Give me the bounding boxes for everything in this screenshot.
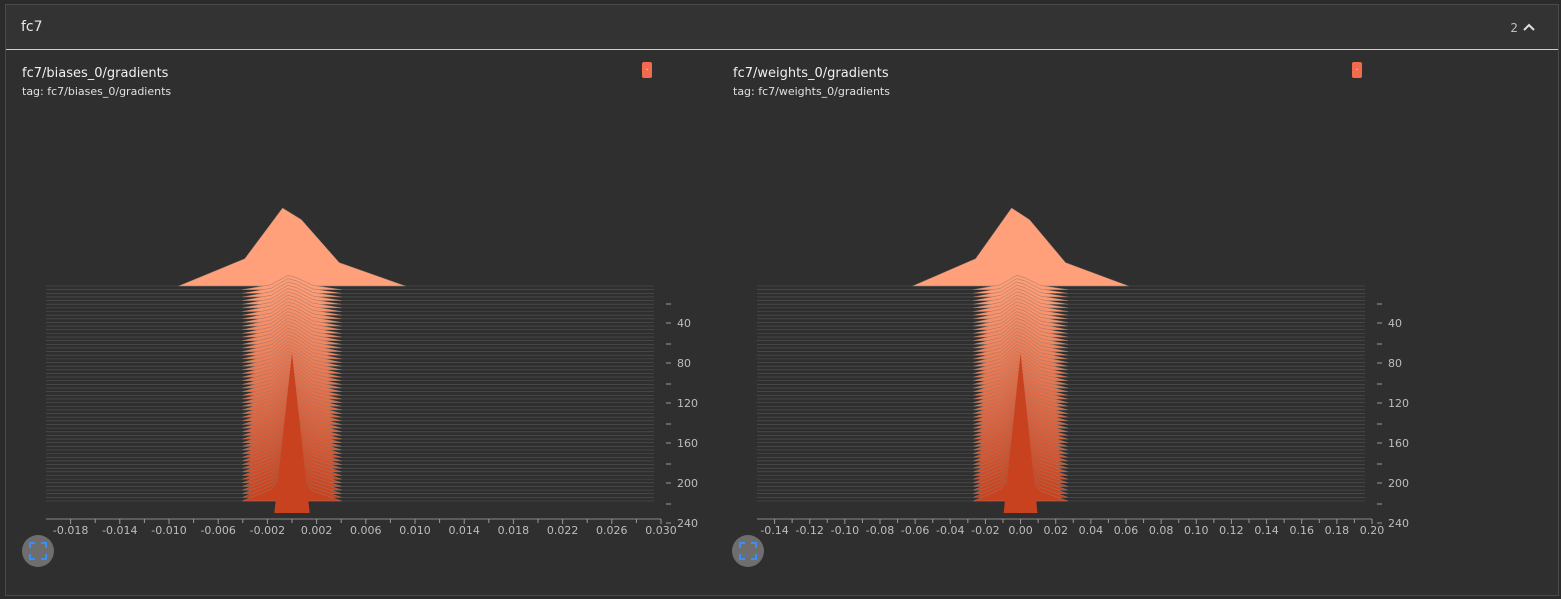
histogram-group-panel: fc7 2 -0.018 -0.014 -0.010 -0.006 -0.002 0.00… bbox=[5, 4, 1559, 596]
x-tick-label: -0.08 bbox=[866, 524, 894, 537]
x-axis: -0.14 -0.12 -0.10 -0.08 -0.06 -0.04 -0.02 0.00 0… bbox=[757, 518, 1385, 537]
group-header[interactable]: fc7 2 bbox=[6, 5, 1558, 50]
histogram-slice bbox=[178, 207, 406, 287]
fullscreen-icon bbox=[739, 542, 757, 560]
x-tick-label: 0.026 bbox=[596, 524, 628, 537]
y-tick-label: 160 bbox=[677, 437, 698, 450]
x-tick-label: -0.018 bbox=[53, 524, 88, 537]
x-tick-label: 0.14 bbox=[1254, 524, 1279, 537]
y-tick-label: 120 bbox=[677, 397, 698, 410]
x-tick-label: 0.18 bbox=[1325, 524, 1350, 537]
x-tick-label: 0.10 bbox=[1184, 524, 1209, 537]
y-tick-label: 80 bbox=[677, 357, 691, 370]
x-tick-label: 0.018 bbox=[498, 524, 530, 537]
x-tick-label: 0.006 bbox=[350, 524, 382, 537]
x-tick-label: 0.20 bbox=[1360, 524, 1385, 537]
y-tick-label: 40 bbox=[1388, 317, 1402, 330]
fullscreen-icon bbox=[29, 542, 47, 560]
x-tick-label: -0.010 bbox=[151, 524, 186, 537]
histogram-slices bbox=[46, 207, 654, 513]
card-title: fc7/biases_0/gradients bbox=[22, 66, 169, 81]
x-tick-label: 0.00 bbox=[1008, 524, 1033, 537]
x-tick-label: -0.014 bbox=[102, 524, 137, 537]
y-tick-label: 200 bbox=[1388, 477, 1409, 490]
y-tick-label: 160 bbox=[1388, 437, 1409, 450]
x-tick-label: 0.022 bbox=[547, 524, 579, 537]
x-tick-label: 0.010 bbox=[399, 524, 431, 537]
histogram-card-biases: -0.018 -0.014 -0.010 -0.006 -0.002 0.002 0.006… bbox=[6, 51, 716, 591]
x-tick-label: 0.02 bbox=[1043, 524, 1068, 537]
expand-chart-button[interactable] bbox=[732, 535, 764, 567]
run-color-chip: . bbox=[642, 62, 652, 78]
y-tick-label: 80 bbox=[1388, 357, 1402, 370]
card-tag: tag: fc7/biases_0/gradients bbox=[22, 85, 172, 98]
x-tick-label: 0.08 bbox=[1149, 524, 1174, 537]
expand-chart-button[interactable] bbox=[22, 535, 54, 567]
histogram-front-peak bbox=[1003, 353, 1038, 513]
x-tick-label: -0.02 bbox=[971, 524, 999, 537]
x-tick-label: -0.14 bbox=[760, 524, 788, 537]
histogram-card-weights: -0.14 -0.12 -0.10 -0.08 -0.06 -0.04 -0.02 0.00 0… bbox=[717, 51, 1427, 591]
histogram-slices bbox=[757, 207, 1365, 513]
card-title: fc7/weights_0/gradients bbox=[733, 66, 889, 81]
x-tick-label: 0.16 bbox=[1289, 524, 1314, 537]
y-tick-label: 200 bbox=[677, 477, 698, 490]
y-axis: 40 80 120 160 200 240 bbox=[666, 303, 698, 530]
x-tick-label: 0.06 bbox=[1114, 524, 1139, 537]
histogram-chart: -0.14 -0.12 -0.10 -0.08 -0.06 -0.04 -0.02 0.00 0… bbox=[757, 207, 1409, 537]
group-count: 2 bbox=[1510, 21, 1518, 35]
histogram-front-peak bbox=[274, 353, 310, 513]
chevron-up-icon[interactable] bbox=[1522, 20, 1536, 34]
x-axis: -0.018 -0.014 -0.010 -0.006 -0.002 0.002 0.006… bbox=[46, 518, 677, 537]
card-tag: tag: fc7/weights_0/gradients bbox=[733, 85, 890, 98]
histogram-chart: -0.018 -0.014 -0.010 -0.006 -0.002 0.002 0.006… bbox=[46, 207, 698, 537]
y-tick-label: 40 bbox=[677, 317, 691, 330]
group-title: fc7 bbox=[21, 19, 43, 35]
x-tick-label: 0.04 bbox=[1079, 524, 1104, 537]
x-tick-label: -0.12 bbox=[795, 524, 823, 537]
run-color-chip: . bbox=[1352, 62, 1362, 78]
y-tick-label: 120 bbox=[1388, 397, 1409, 410]
x-tick-label: -0.002 bbox=[250, 524, 285, 537]
x-tick-label: -0.06 bbox=[901, 524, 929, 537]
x-tick-label: -0.10 bbox=[831, 524, 859, 537]
x-tick-label: 0.014 bbox=[448, 524, 480, 537]
x-tick-label: 0.030 bbox=[645, 524, 677, 537]
x-tick-label: -0.006 bbox=[200, 524, 235, 537]
x-tick-label: -0.04 bbox=[936, 524, 964, 537]
x-tick-label: 0.002 bbox=[301, 524, 333, 537]
histogram-slice bbox=[912, 207, 1129, 287]
y-axis: 40 80 120 160 200 240 bbox=[1377, 303, 1409, 530]
y-tick-label: 240 bbox=[677, 517, 698, 530]
x-tick-label: 0.12 bbox=[1219, 524, 1244, 537]
y-tick-label: 240 bbox=[1388, 517, 1409, 530]
